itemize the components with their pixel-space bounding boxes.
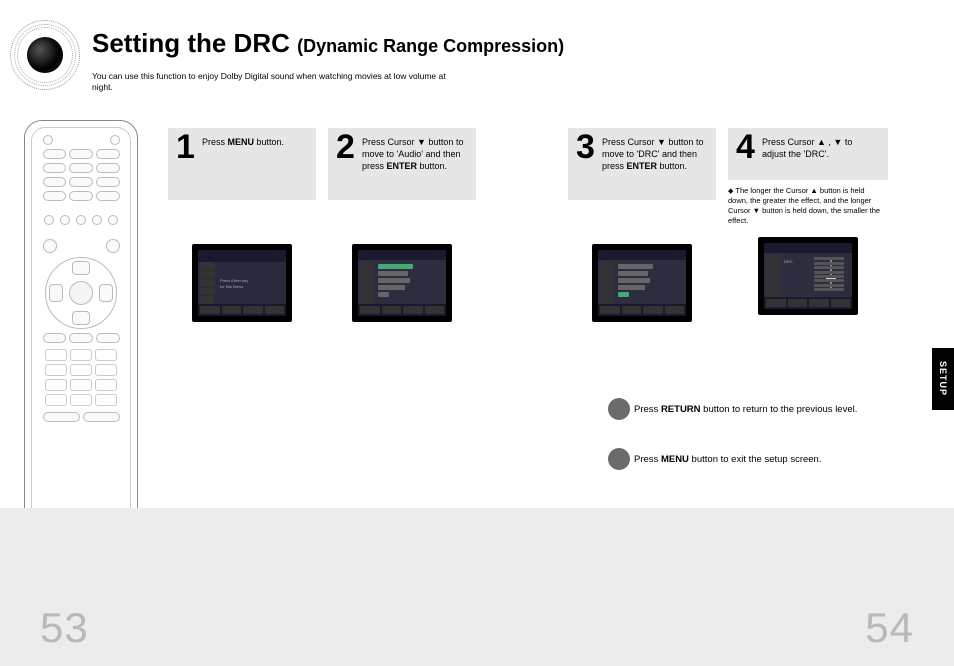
step-screenshot-1: Press Enter keyfor this Menu [192,244,292,322]
page-number-left: 53 [40,604,89,652]
step-text: Press Cursor ▼ button to move to 'DRC' a… [602,137,703,171]
steps-row: 1 Press MENU button. Press Enter keyfor … [168,128,888,322]
step-text: Press Cursor ▲ , ▼ to adjust the 'DRC'. [762,137,852,159]
step-text: Press MENU button. [202,137,284,147]
step-2: 2 Press Cursor ▼ button to move to 'Audi… [328,128,476,322]
title-block: Setting the DRC (Dynamic Range Compressi… [92,28,564,94]
step-text: Press Cursor ▼ button to move to 'Audio'… [362,137,463,171]
page-number-right: 54 [865,604,914,652]
step-4-note: ◆The longer the Cursor ▲ button is held … [728,186,886,225]
step-3: 3 Press Cursor ▼ button to move to 'DRC'… [568,128,716,322]
step-4: 4 Press Cursor ▲ , ▼ to adjust the 'DRC'… [728,128,888,322]
step-number: 2 [336,130,355,164]
remote-dpad [45,257,117,329]
hint-return: Press RETURN button to return to the pre… [608,398,857,420]
step-number: 4 [736,130,755,164]
page-header: Setting the DRC (Dynamic Range Compressi… [10,20,564,94]
bullet-icon [608,448,630,470]
bullet-icon [608,398,630,420]
step-screenshot-3 [592,244,692,322]
setup-tab: SETUP [932,348,954,410]
title-main: Setting the DRC [92,28,297,58]
speaker-icon [10,20,80,90]
step-1: 1 Press MENU button. Press Enter keyfor … [168,128,316,322]
hints: Press RETURN button to return to the pre… [608,398,857,498]
title-sub: (Dynamic Range Compression) [297,36,564,56]
hint-menu: Press MENU button to exit the setup scre… [608,448,857,470]
step-screenshot-4: DRC [758,237,858,315]
step-number: 3 [576,130,595,164]
intro-text: You can use this function to enjoy Dolby… [92,71,452,94]
diamond-icon: ◆ [728,187,733,196]
remote-illustration [24,120,138,540]
page-title: Setting the DRC (Dynamic Range Compressi… [92,28,564,59]
step-screenshot-2 [352,244,452,322]
step-number: 1 [176,130,195,164]
footer-band [0,508,954,666]
